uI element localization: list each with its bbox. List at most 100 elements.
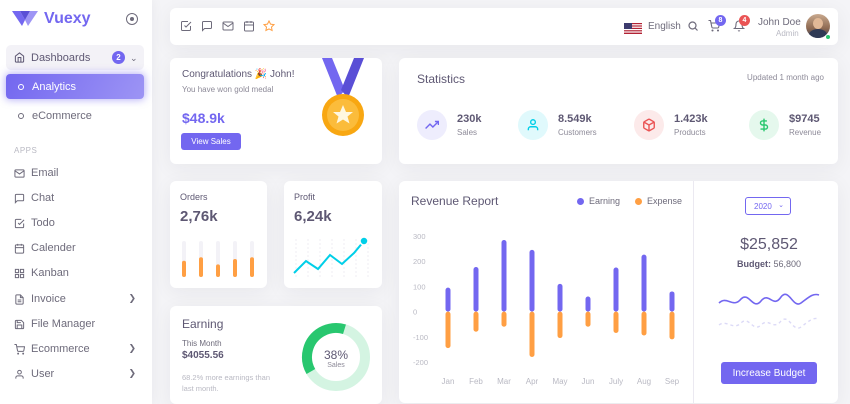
view-sales-button[interactable]: View Sales (181, 133, 241, 150)
earning-note: 68.2% more earnings than last month. (182, 372, 282, 394)
sidebar-item-email[interactable]: Email (14, 165, 140, 181)
statistics-card: Statistics Updated 1 month ago 230k Sale… (399, 58, 838, 164)
stat-label: Customers (558, 128, 597, 137)
user-icon (14, 369, 25, 380)
earning-note-text: more earnings than last month. (182, 373, 270, 393)
sidebar-item-label: Todo (31, 217, 55, 229)
sidebar-item-todo[interactable]: Todo (14, 215, 140, 231)
x-tick-label: Jun (582, 377, 595, 386)
earning-amount: $4055.56 (182, 350, 224, 361)
shopping-cart-icon[interactable] (708, 20, 720, 32)
calendar-icon[interactable] (243, 20, 255, 32)
budget-sparkline (718, 293, 820, 329)
earning-card: Earning This Month $4055.56 68.2% more e… (170, 306, 382, 404)
sidebar-item-user[interactable]: User ❯ (14, 366, 140, 382)
sidebar-item-label: Email (31, 167, 59, 179)
legend-swatch (635, 197, 642, 205)
statistics-updated: Updated 1 month ago (747, 73, 824, 82)
x-tick-label: Mar (497, 377, 511, 386)
legend-swatch (577, 197, 584, 205)
x-tick-label: July (609, 377, 623, 386)
orders-bar (250, 257, 254, 277)
profit-point (359, 236, 369, 246)
stat-value: 8.549k (558, 113, 592, 125)
orders-title: Orders (180, 192, 208, 202)
x-tick-label: Feb (469, 377, 483, 386)
expense-bar (613, 311, 619, 334)
congrats-subtitle: You have won gold medal (182, 85, 274, 94)
x-tick-label: Sep (665, 377, 680, 386)
sidebar-item-ecommerce[interactable]: Ecommerce ❯ (14, 341, 140, 357)
mail-icon[interactable] (222, 20, 234, 32)
mail-icon (14, 168, 25, 179)
language-selector[interactable]: English (648, 21, 681, 32)
sidebar-item-label: File Manager (31, 318, 96, 330)
sidebar-item-label: Ecommerce (31, 343, 90, 355)
us-flag-icon[interactable] (624, 21, 642, 34)
sidebar-item-label: Calender (31, 242, 76, 254)
sidebar-item-kanban[interactable]: Kanban (14, 265, 140, 281)
sidebar-item-ecommerce-dashboard[interactable]: eCommerce (18, 110, 92, 122)
bell-icon[interactable] (733, 20, 745, 32)
profit-value: 6,24k (294, 208, 332, 225)
earning-donut-chart (302, 323, 370, 391)
sidebar-item-calender[interactable]: Calender (14, 240, 140, 256)
sidebar-item-analytics[interactable]: Analytics (6, 74, 144, 99)
stat-label: Revenue (789, 128, 822, 137)
congrats-title: Congratulations 🎉 John! (182, 69, 295, 80)
sidebar-item-dashboards[interactable]: Dashboards 2 ⌄ (6, 45, 144, 70)
sidebar-item-label: Kanban (31, 267, 69, 279)
legend-label: Expense (647, 196, 683, 206)
expense-bar (641, 311, 647, 336)
sidebar-item-label: eCommerce (32, 110, 92, 122)
sidebar-item-invoice[interactable]: Invoice ❯ (14, 291, 140, 307)
x-tick-label: May (552, 377, 567, 386)
check-square-icon[interactable] (180, 20, 192, 32)
y-tick-label: 200 (413, 257, 426, 266)
legend-label: Earning (589, 196, 621, 206)
divider (693, 181, 694, 403)
increase-budget-button[interactable]: Increase Budget (721, 362, 817, 384)
y-tick-label: 0 (413, 308, 417, 317)
earning-bar (641, 254, 647, 312)
message-square-icon[interactable] (201, 20, 213, 32)
save-icon (14, 319, 25, 330)
x-tick-label: Aug (637, 377, 651, 386)
check-square-icon (14, 218, 25, 229)
orders-bar (182, 260, 186, 277)
orders-bar (233, 259, 237, 277)
collapse-toggle-icon[interactable] (126, 13, 138, 25)
sidebar-item-label: User (31, 368, 55, 380)
year-select[interactable]: 2020 ⌄ (745, 197, 791, 215)
sidebar-item-chat[interactable]: Chat (14, 190, 140, 206)
stat-sales: 230k Sales (417, 110, 481, 140)
search-icon[interactable] (687, 20, 699, 32)
sidebar-item-file-manager[interactable]: File Manager (14, 316, 140, 332)
profit-title: Profit (294, 192, 316, 202)
earning-bar (501, 240, 507, 312)
revenue-report-card: 300 200 100 0 -100 -200 Jan Feb Mar Apr May Jun July… (399, 181, 838, 403)
sidebar: Vuexy Dashboards 2 ⌄ Analytics eCommerce… (0, 0, 152, 404)
stat-label: Sales (457, 128, 478, 137)
congrats-amount: $48.9k (182, 110, 225, 126)
user-name[interactable]: John Doe (758, 17, 801, 28)
stat-value: 230k (457, 113, 482, 125)
x-tick-label: Jan (442, 377, 455, 386)
calendar-icon (14, 243, 25, 254)
earning-bar (529, 249, 535, 312)
budget-value: 56,800 (773, 259, 802, 269)
box-icon (634, 110, 664, 140)
earning-percent: 38% (323, 348, 349, 362)
stat-label: Products (674, 128, 706, 137)
earning-note-pct: 68.2% (182, 373, 204, 382)
earning-bar (585, 296, 591, 312)
brand[interactable]: Vuexy (12, 10, 91, 28)
orders-value: 2,76k (180, 208, 218, 225)
chevron-down-icon: ⌄ (778, 202, 784, 209)
vuexy-logo-icon (12, 11, 38, 27)
sidebar-item-label: Chat (31, 192, 55, 204)
congratulations-card: Congratulations 🎉 John! You have won gol… (170, 58, 382, 164)
star-icon[interactable] (263, 20, 275, 32)
chevron-right-icon: ❯ (128, 368, 136, 378)
sidebar-item-label: Dashboards (31, 51, 91, 64)
